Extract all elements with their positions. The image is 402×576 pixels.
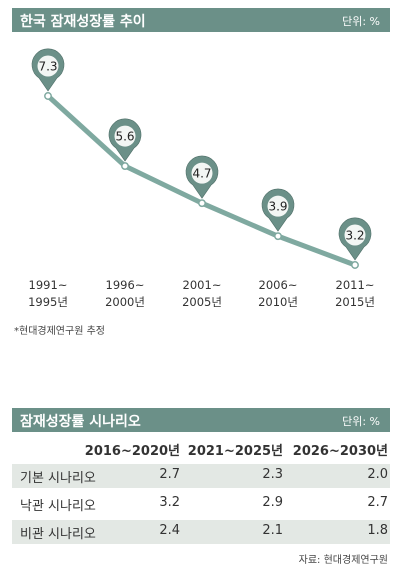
data-marker-inner <box>114 125 136 147</box>
x-tick-label: 2015년 <box>335 295 375 309</box>
column-header-3: 2026~2030년 <box>292 444 388 459</box>
x-tick-label: 2011~ <box>336 278 375 292</box>
data-point <box>274 232 282 241</box>
x-tick-label: 2006~ <box>259 278 298 292</box>
table-cell: 2.0 <box>367 467 388 482</box>
line-chart: 7.3 1991~ 1995년 5.6 1996~ 2000년 4.7 2001~ 2005년 3… <box>28 48 375 309</box>
data-marker-inner <box>37 55 59 77</box>
source-note: 자료: 현대경제연구원 <box>298 555 388 566</box>
chart-unit: 단위: % <box>342 15 380 28</box>
table-cell: 2.7 <box>159 467 180 482</box>
data-point <box>121 162 129 171</box>
data-marker-inner <box>344 224 366 246</box>
table-cell: 3.2 <box>159 495 180 510</box>
row-label-base: 기본 시나리오 <box>20 471 96 486</box>
data-label: 3.2 <box>345 229 364 243</box>
data-label: 3.9 <box>268 200 287 214</box>
x-tick-label: 2001~ <box>183 278 222 292</box>
table-unit: 단위: % <box>342 415 380 428</box>
data-marker-inner <box>267 195 289 217</box>
data-marker-inner <box>191 162 213 184</box>
table-cell: 2.3 <box>262 467 283 482</box>
table-cell: 2.7 <box>367 495 388 510</box>
row-label-pessimistic: 비관 시나리오 <box>20 527 96 542</box>
table-cell: 2.1 <box>262 523 283 538</box>
table-row-band <box>12 520 390 544</box>
chart-note: *현대경제연구원 추정 <box>14 326 105 337</box>
table-header: 잠재성장률 시나리오 단위: % <box>12 408 390 432</box>
data-label: 5.6 <box>115 130 134 144</box>
data-point <box>351 261 359 269</box>
table-cell: 1.8 <box>367 523 388 538</box>
column-header-1: 2016~2020년 <box>84 444 180 459</box>
data-label: 7.3 <box>38 60 57 74</box>
x-tick-label: 2000년 <box>105 295 145 309</box>
table-cell: 2.4 <box>159 523 180 538</box>
x-tick-label: 2010년 <box>258 295 298 309</box>
column-header-2: 2021~2025년 <box>187 444 283 459</box>
chart-title: 한국 잠재성장률 추이 <box>20 14 146 30</box>
table-row-band <box>12 464 390 488</box>
x-tick-label: 1991~ <box>29 278 68 292</box>
row-label-optimistic: 낙관 시나리오 <box>20 499 96 514</box>
table-title: 잠재성장률 시나리오 <box>20 414 141 430</box>
x-tick-label: 1996~ <box>106 278 145 292</box>
data-point <box>198 199 206 208</box>
data-point <box>44 92 52 100</box>
x-tick-label: 2005년 <box>182 295 222 309</box>
chart-header: 한국 잠재성장률 추이 단위: % <box>12 8 390 32</box>
data-label: 4.7 <box>192 167 211 181</box>
table-cell: 2.9 <box>262 495 283 510</box>
x-tick-label: 1995년 <box>28 295 68 309</box>
